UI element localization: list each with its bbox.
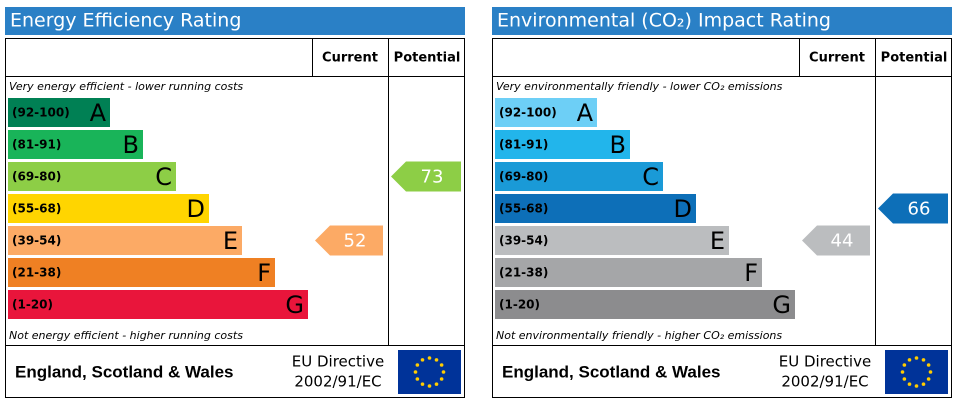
top-note: Very energy efficient - lower running co…	[9, 80, 243, 93]
eu-star	[900, 370, 905, 374]
band-bar	[495, 130, 630, 159]
band-bar	[8, 194, 209, 223]
band-bar	[8, 130, 143, 159]
eu-star	[439, 363, 444, 367]
current-arrow	[315, 225, 383, 256]
band-range: (81-91)	[499, 138, 548, 152]
panel-title: Energy Efficiency Rating	[10, 10, 241, 32]
band-bar	[8, 98, 110, 127]
current-arrow	[802, 225, 870, 256]
rating-panel: Environmental (CO₂) Impact Rating Current…	[492, 7, 952, 398]
potential-value: 66	[908, 199, 931, 220]
band-bar	[495, 226, 729, 255]
rating-panel: Energy Efficiency Rating Current Potential…	[5, 7, 465, 398]
directive-code: 2002/91/EC	[781, 373, 868, 391]
band-bar	[8, 226, 242, 255]
current-header: Current	[809, 51, 865, 66]
potential-header: Potential	[394, 51, 461, 66]
potential-arrow	[878, 193, 948, 224]
panel-title: Environmental (CO₂) Impact Rating	[497, 10, 831, 32]
eu-star	[928, 370, 933, 374]
band-bar	[495, 194, 696, 223]
band-range: (21-38)	[12, 266, 61, 280]
eu-star	[439, 377, 444, 381]
current-header: Current	[322, 51, 378, 66]
band-bar	[8, 290, 308, 319]
title-bar	[5, 7, 465, 35]
band-range: (55-68)	[499, 202, 548, 216]
eu-star	[907, 382, 912, 386]
eu-star	[907, 358, 912, 362]
region: England, Scotland & Wales	[15, 362, 234, 381]
band-letter: C	[642, 163, 659, 191]
band-range: (81-91)	[12, 138, 61, 152]
band-range: (55-68)	[12, 202, 61, 216]
potential-arrow	[391, 161, 461, 192]
potential-header: Potential	[881, 51, 948, 66]
band-letter: B	[123, 131, 139, 159]
band-letter: F	[744, 259, 758, 287]
band-bar	[495, 258, 762, 287]
current-value: 44	[831, 231, 854, 252]
band-range: (92-100)	[499, 106, 557, 120]
band-letter: F	[257, 259, 271, 287]
eu-star	[413, 370, 418, 374]
eu-star	[434, 358, 439, 362]
band-bar	[8, 258, 275, 287]
eu-star	[921, 358, 926, 362]
frame	[5, 38, 465, 398]
band-letter: D	[187, 195, 205, 223]
eu-star	[926, 377, 931, 381]
eu-star	[427, 384, 432, 388]
band-bar	[495, 162, 663, 191]
band-range: (39-54)	[499, 234, 548, 248]
band-bar	[8, 162, 176, 191]
eu-star	[926, 363, 931, 367]
band-letter: B	[610, 131, 626, 159]
band-letter: D	[674, 195, 692, 223]
eu-star	[441, 370, 446, 374]
eu-star	[420, 382, 425, 386]
eu-star	[427, 356, 432, 360]
eu-star	[921, 382, 926, 386]
directive: EU Directive	[779, 353, 871, 371]
eu-star	[902, 377, 907, 381]
band-range: (1-20)	[12, 298, 53, 312]
eu-star	[420, 358, 425, 362]
region: England, Scotland & Wales	[502, 362, 721, 381]
directive-code: 2002/91/EC	[294, 373, 381, 391]
band-range: (69-80)	[12, 170, 61, 184]
eu-star	[902, 363, 907, 367]
eu-star	[914, 356, 919, 360]
frame	[492, 38, 952, 398]
band-range: (92-100)	[12, 106, 70, 120]
current-value: 52	[344, 231, 367, 252]
band-range: (21-38)	[499, 266, 548, 280]
band-letter: C	[155, 163, 172, 191]
eu-star	[415, 363, 420, 367]
eu-star	[415, 377, 420, 381]
potential-value: 73	[421, 167, 444, 188]
bottom-note: Not energy efficient - higher running co…	[9, 329, 243, 342]
eu-star	[434, 382, 439, 386]
directive: EU Directive	[292, 353, 384, 371]
top-note: Very environmentally friendly - lower CO…	[496, 80, 783, 93]
band-letter: E	[223, 227, 238, 255]
band-letter: E	[710, 227, 725, 255]
band-letter: A	[577, 99, 594, 127]
band-letter: G	[772, 291, 791, 319]
band-bar	[495, 98, 597, 127]
band-letter: G	[285, 291, 304, 319]
band-letter: A	[90, 99, 107, 127]
title-bar	[492, 7, 952, 35]
band-range: (39-54)	[12, 234, 61, 248]
band-bar	[495, 290, 795, 319]
eu-star	[914, 384, 919, 388]
band-range: (69-80)	[499, 170, 548, 184]
band-range: (1-20)	[499, 298, 540, 312]
bottom-note: Not environmentally friendly - higher CO…	[496, 329, 782, 342]
